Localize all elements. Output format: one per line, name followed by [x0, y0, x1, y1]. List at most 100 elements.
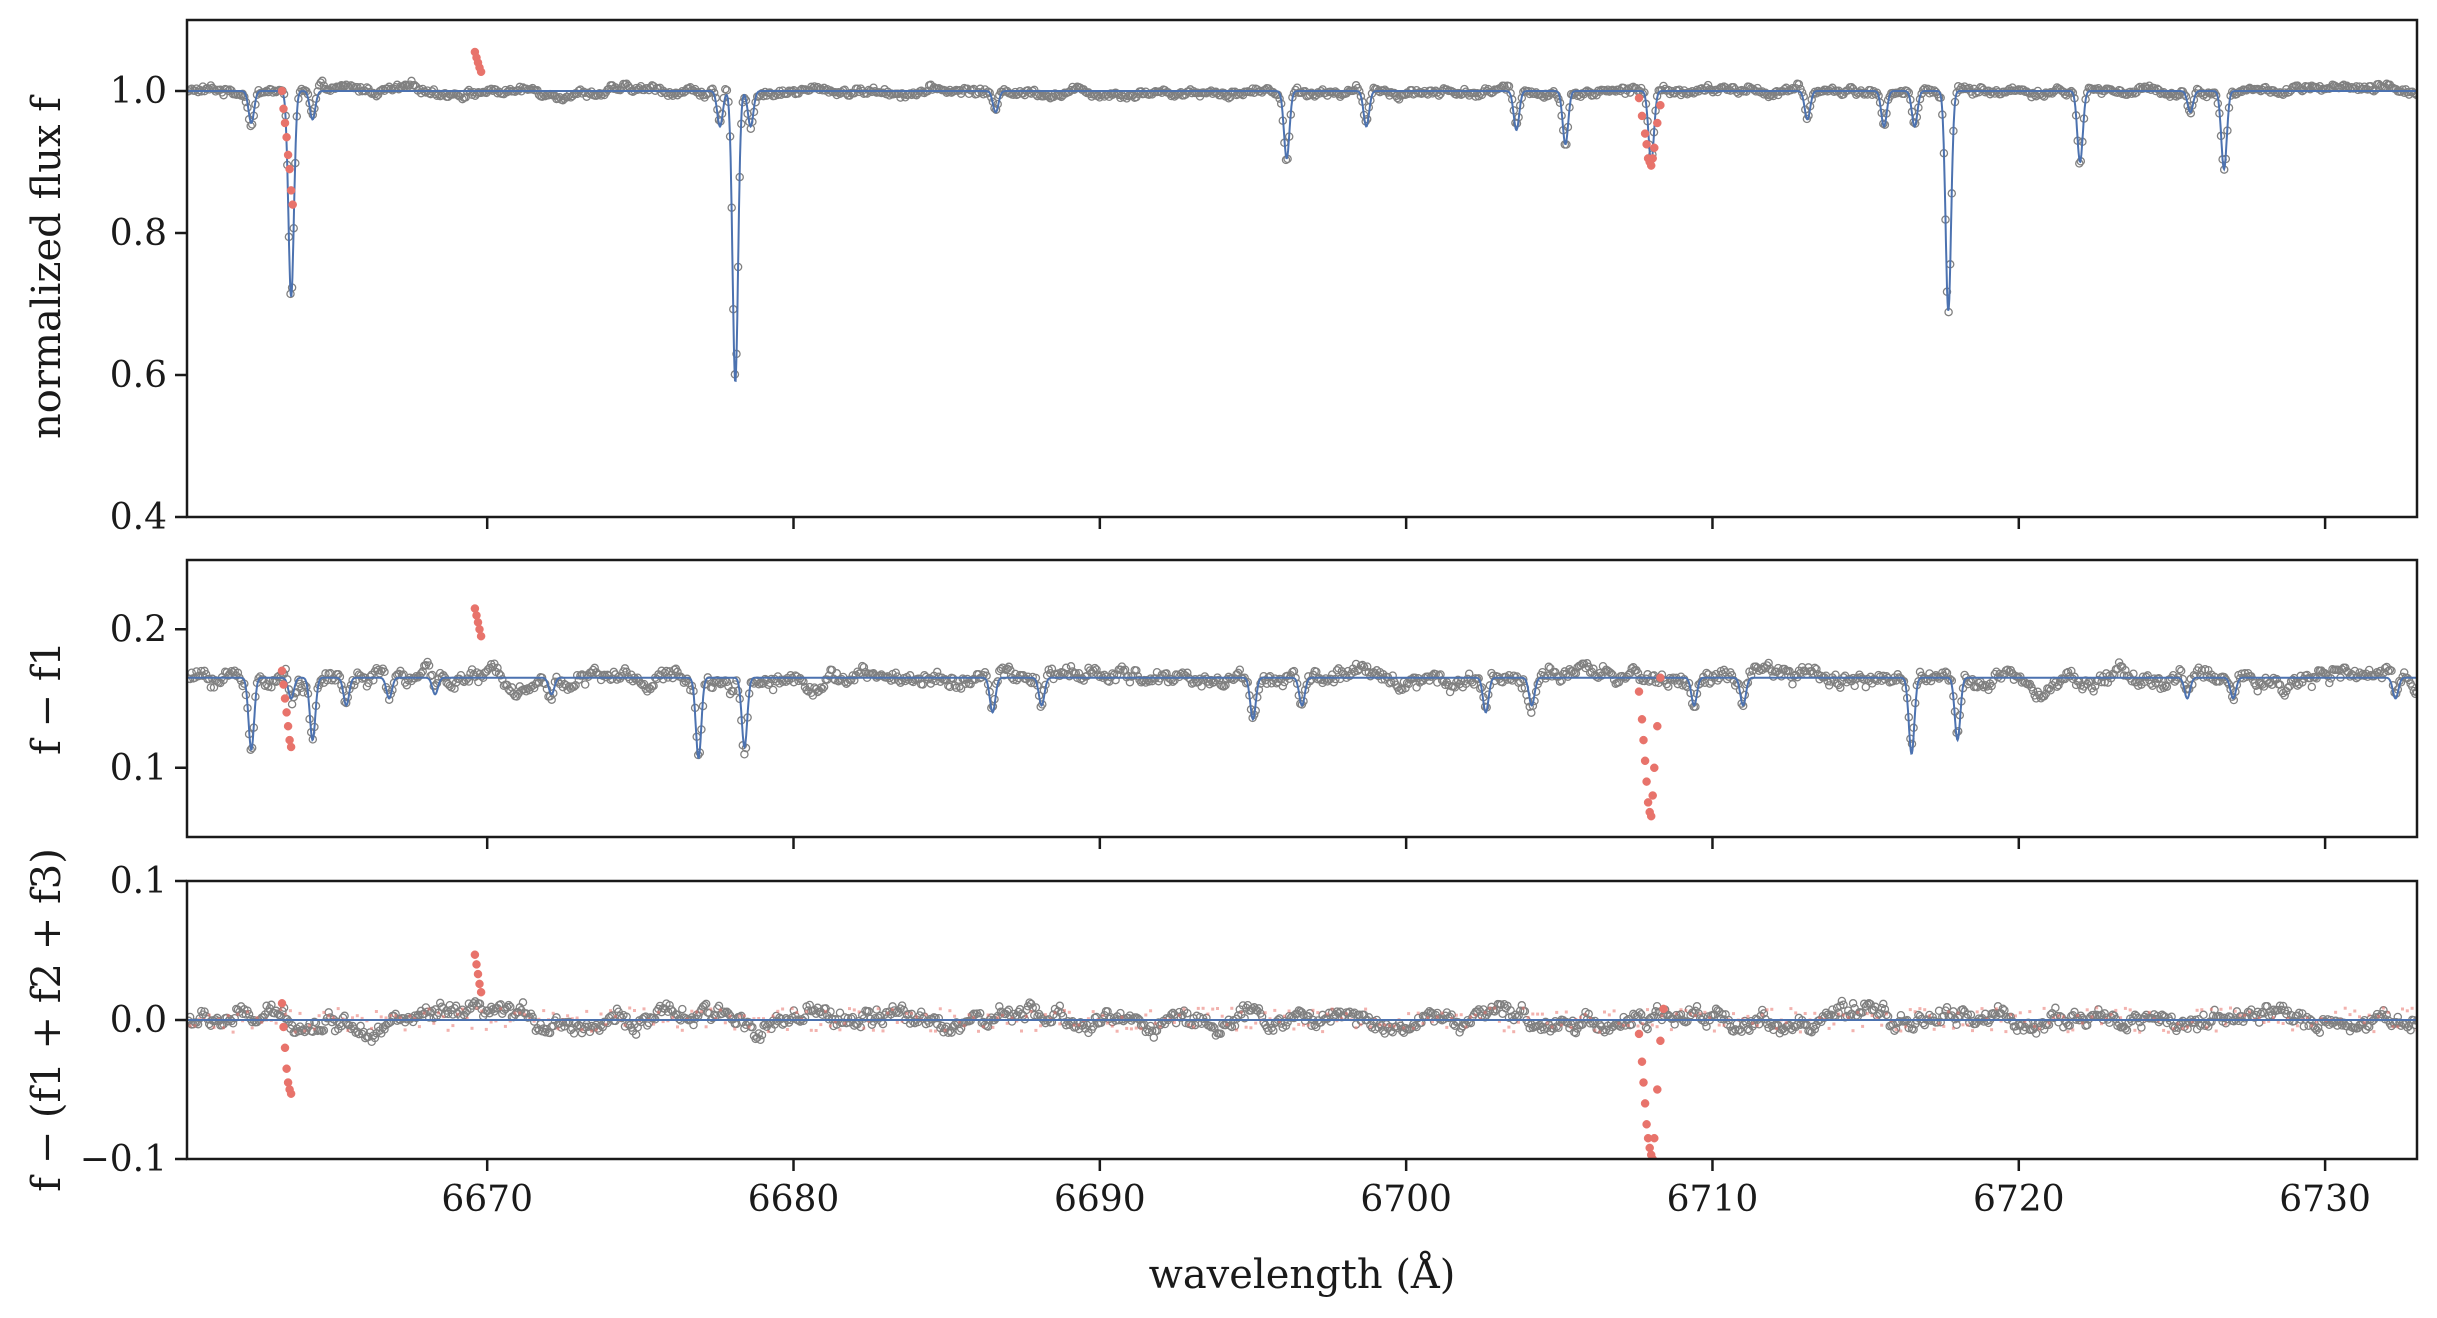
bottom-residual-mark: [752, 1017, 756, 1021]
bottom-residual-mark: [757, 1017, 761, 1020]
bottom-residual-mark: [843, 1021, 847, 1025]
bottom-residual-mark: [728, 1014, 732, 1018]
bottom-observed-point: [1895, 1017, 1904, 1026]
bottom-residual-mark: [1751, 1021, 1755, 1025]
x-axis-label: wavelength (Å): [1149, 1251, 1456, 1298]
bottom-residual-mark: [2071, 1028, 2075, 1032]
top-observed-point: [1888, 88, 1898, 98]
bottom-residual-mark: [814, 1029, 818, 1032]
bottom-observed-point: [1879, 999, 1888, 1009]
bottom-residual-mark: [1354, 1026, 1358, 1030]
bottom-residual-mark: [1588, 1017, 1592, 1020]
middle-observed-point: [846, 675, 856, 685]
bottom-masked-point: [470, 950, 480, 959]
panel-top: 0.40.60.81.0 normalized flux f: [24, 18, 2419, 538]
x-tick-label: 6670: [441, 1179, 533, 1220]
bottom-residual-mark: [1321, 1030, 1325, 1034]
bottom-residual-mark: [972, 1016, 976, 1020]
bottom-residual-mark: [2219, 1007, 2223, 1011]
bottom-observed-point: [319, 1026, 329, 1035]
bottom-residual-mark: [2381, 1006, 2385, 1010]
middle-observed-point: [424, 661, 434, 670]
bottom-residual-mark: [2200, 1008, 2204, 1012]
bottom-observed-point: [2406, 1025, 2415, 1035]
bottom-observed-point: [1828, 1005, 1837, 1014]
bottom-residual-mark: [733, 1027, 737, 1031]
bottom-residual-mark: [1650, 1023, 1654, 1027]
top-masked-point: [1637, 111, 1647, 121]
middle-observed-point: [1132, 666, 1141, 675]
bottom-residual-mark: [1421, 1021, 1425, 1025]
middle-masked-point: [280, 694, 290, 703]
bottom-residual-mark: [704, 1025, 708, 1029]
bottom-residual-mark: [871, 1028, 875, 1032]
top-observed-point: [486, 84, 496, 94]
bottom-residual-mark: [1612, 1009, 1616, 1013]
bottom-masked-point: [475, 979, 484, 989]
top-observed-point: [383, 84, 392, 93]
bottom-residual-mark: [1039, 1024, 1043, 1028]
middle-masked-point: [473, 618, 483, 627]
top-masked-point: [282, 132, 291, 142]
bottom-residual-mark: [852, 1008, 856, 1012]
bottom-residual-mark: [1961, 1023, 1965, 1027]
bottom-residual-mark: [1550, 1025, 1554, 1029]
bottom-residual-mark: [1975, 1010, 1979, 1014]
top-observed-point: [193, 87, 203, 97]
bottom-observed-point: [1810, 1024, 1820, 1034]
middle-masked-point: [283, 721, 293, 731]
bottom-residual-mark: [986, 1013, 990, 1017]
bottom-observed-point: [1767, 1021, 1777, 1031]
bottom-residual-mark: [1325, 1012, 1329, 1016]
bottom-residual-mark: [1583, 1012, 1587, 1016]
middle-observed-point: [945, 682, 955, 692]
bottom-ytick-label: 0.0: [110, 1000, 167, 1041]
bottom-residual-mark: [1368, 1025, 1372, 1029]
bottom-observed-point: [947, 1028, 956, 1037]
top-observed-point: [991, 105, 1001, 114]
bottom-residual-mark: [1110, 1024, 1114, 1028]
bottom-residual-mark: [2276, 1020, 2280, 1024]
bottom-observed-point: [991, 1014, 1001, 1023]
bottom-residual-mark: [288, 1009, 292, 1013]
bottom-residual-mark: [1106, 1021, 1109, 1025]
bottom-residual-mark: [207, 1013, 211, 1017]
bottom-observed-point: [1571, 1028, 1581, 1038]
middle-observed-point: [823, 675, 832, 684]
bottom-residual-mark: [2061, 1015, 2065, 1019]
bottom-residual-mark: [2171, 1027, 2175, 1031]
x-tick-label: 6710: [1667, 1179, 1759, 1220]
bottom-residual-mark: [1216, 1007, 1219, 1010]
bottom-residual-mark: [384, 1016, 388, 1020]
middle-observed-point: [2089, 687, 2098, 696]
middle-observed-point: [590, 663, 599, 673]
bottom-observed-point: [569, 1029, 579, 1038]
bottom-residual-mark: [1225, 1023, 1229, 1027]
bottom-residual-mark: [1856, 1010, 1860, 1014]
bottom-residual-mark: [1220, 1014, 1224, 1018]
bottom-residual-mark: [1211, 1007, 1215, 1011]
bottom-observed-point: [1692, 1002, 1702, 1011]
bottom-observed-point: [1269, 1026, 1278, 1035]
bottom-residual-mark: [1445, 1025, 1449, 1029]
x-tick-label: 6720: [1973, 1179, 2065, 1220]
top-frame: [185, 18, 2419, 519]
bottom-residual-mark: [2334, 1010, 2338, 1014]
middle-observed-point: [1096, 671, 1106, 680]
bottom-residual-mark: [2281, 1022, 2285, 1025]
bottom-observed-point: [424, 1013, 434, 1022]
bottom-residual-mark: [480, 1009, 484, 1013]
middle-observed-point: [2298, 678, 2307, 687]
bottom-residual-mark: [432, 1021, 436, 1025]
bottom-residual-mark: [188, 1024, 192, 1028]
bottom-residual-mark: [1607, 1013, 1611, 1017]
bottom-residual-mark: [1923, 1008, 1927, 1012]
bottom-residual-mark: [590, 1029, 593, 1033]
bottom-frame: [185, 879, 2419, 1161]
middle-observed-point: [2046, 686, 2055, 695]
bottom-residual-mark: [437, 1011, 440, 1015]
bottom-residual-mark: [2047, 1021, 2051, 1025]
middle-observed-point: [891, 668, 901, 677]
bottom-residual-mark: [2057, 1014, 2060, 1018]
bottom-residual-mark: [924, 1013, 928, 1017]
